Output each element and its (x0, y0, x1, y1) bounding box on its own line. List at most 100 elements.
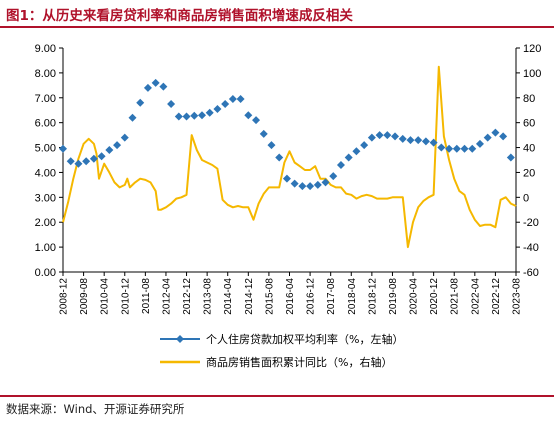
rate-point (452, 144, 461, 153)
legend-sales-label: 商品房销售面积累计同比（%，右轴） (206, 355, 392, 369)
rate-point (329, 172, 338, 181)
x-tick-label: 2014-12 (244, 278, 255, 315)
right-tick-label: -60 (523, 267, 539, 279)
rate-point (182, 112, 191, 121)
x-tick-label: 2010-12 (120, 278, 131, 315)
left-tick-label: 4.00 (35, 167, 56, 179)
rate-point (352, 147, 361, 156)
rate-point (491, 128, 500, 137)
x-tick-label: 2019-08 (388, 278, 399, 315)
rate-point (267, 141, 276, 150)
rate-point (244, 111, 253, 120)
rate-point (445, 144, 454, 153)
series-rate-markers (59, 78, 515, 191)
x-tick-label: 2022-12 (491, 278, 502, 315)
chart-area: 0.00 1.00 2.00 3.00 4.00 5.00 6.00 7.00 8.00 9.00… (35, 43, 542, 369)
rate-point (213, 104, 222, 113)
rate-point (282, 174, 291, 183)
rate-point (306, 182, 315, 191)
rate-point (167, 100, 176, 108)
rate-point (336, 160, 345, 169)
title-rule (0, 26, 554, 28)
rate-point (128, 113, 137, 122)
rate-point (221, 100, 230, 108)
rate-point (298, 182, 307, 191)
rate-point (483, 133, 492, 142)
series-sales-area (62, 65, 517, 249)
rate-point (290, 179, 299, 188)
rate-point (344, 153, 353, 162)
rate-point (89, 154, 98, 163)
right-tick-label: 80 (523, 93, 535, 105)
right-tick-label: -20 (523, 217, 539, 229)
right-tick-label: -40 (523, 242, 539, 254)
rate-point (228, 95, 237, 104)
rate-point (406, 136, 415, 145)
right-tick-label: 60 (523, 118, 535, 130)
rate-point (159, 82, 168, 91)
rate-point (437, 143, 446, 152)
chart-axes: 0.00 1.00 2.00 3.00 4.00 5.00 6.00 7.00 8.00 9.00… (35, 43, 542, 315)
rate-point (468, 144, 477, 153)
x-tick-label: 2018-12 (367, 278, 378, 315)
chart-title: 图1：从历史来看房贷利率和商品房销售面积增速成反相关 (6, 8, 353, 24)
x-tick-label: 2017-08 (326, 278, 337, 315)
rate-point (275, 153, 284, 162)
x-tick-label: 2011-08 (141, 278, 152, 314)
rate-point (398, 134, 407, 143)
rate-point (313, 180, 322, 189)
x-tick-label: 2020-04 (409, 278, 420, 315)
sales-area-yoy-line (62, 65, 517, 249)
rate-point (499, 132, 508, 141)
rate-point (136, 98, 145, 107)
bottom-rule (0, 395, 554, 397)
chart-legend: 个人住房贷款加权平均利率（%，左轴） 商品房销售面积累计同比（%，右轴） (160, 332, 403, 369)
x-tick-label: 2020-12 (429, 278, 440, 315)
x-tick-label: 2016-12 (306, 278, 317, 315)
rate-point (321, 178, 330, 187)
right-tick-label: 120 (523, 43, 541, 55)
rate-point (506, 153, 515, 162)
rate-point (197, 111, 206, 120)
right-tick-label: 40 (523, 143, 535, 155)
rate-point (174, 112, 183, 121)
left-tick-label: 2.00 (35, 217, 56, 229)
legend-rate-label: 个人住房贷款加权平均利率（%，左轴） (206, 332, 403, 346)
rate-point (151, 78, 160, 87)
rate-point (421, 137, 430, 146)
rate-point (414, 136, 423, 145)
x-tick-label: 2009-08 (79, 278, 90, 315)
rate-point (429, 138, 438, 147)
rate-point (97, 152, 106, 161)
x-tick-label: 2021-08 (450, 278, 461, 315)
x-tick-label: 2013-08 (203, 278, 214, 315)
x-tick-label: 2008-12 (59, 278, 70, 315)
x-tick-label: 2010-04 (100, 278, 111, 315)
left-tick-label: 5.00 (35, 143, 56, 155)
right-tick-label: 0 (523, 192, 529, 204)
rate-point (375, 131, 384, 140)
left-tick-label: 0.00 (35, 267, 56, 279)
x-tick-label: 2012-04 (161, 278, 172, 315)
data-source-note: 数据来源：Wind、开源证券研究所 (6, 402, 185, 416)
rate-point (475, 139, 484, 148)
right-tick-label: 100 (523, 68, 541, 80)
x-tick-label: 2022-04 (470, 278, 481, 315)
x-tick-label: 2014-04 (223, 278, 234, 315)
left-tick-label: 6.00 (35, 118, 56, 130)
rate-point (391, 132, 400, 141)
rate-point (460, 144, 469, 153)
x-tick-label: 2016-04 (285, 278, 296, 315)
rate-point (252, 116, 261, 125)
rate-point (59, 144, 67, 153)
rate-point (120, 133, 129, 142)
rate-point (113, 141, 122, 150)
rate-point (66, 157, 75, 166)
left-tick-label: 7.00 (35, 93, 56, 105)
legend-rate-marker (176, 335, 184, 343)
rate-point (383, 131, 392, 140)
x-tick-label: 2015-08 (264, 278, 275, 315)
rate-point (205, 108, 214, 117)
rate-point (74, 159, 83, 168)
left-tick-label: 3.00 (35, 192, 56, 204)
